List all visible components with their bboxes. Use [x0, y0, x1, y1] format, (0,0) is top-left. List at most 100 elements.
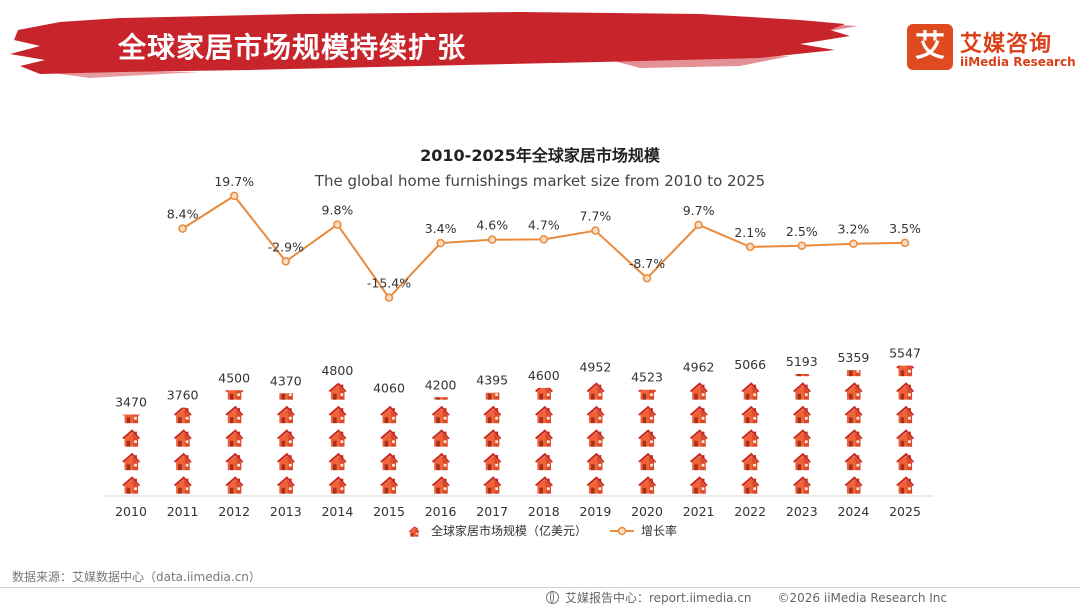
bar-house-2025 — [896, 405, 915, 424]
growth-label: -8.7% — [629, 256, 665, 271]
growth-label: 3.4% — [425, 221, 457, 236]
bar-value-label: 4395 — [476, 373, 508, 388]
growth-label: 2.5% — [786, 224, 818, 239]
bar-house-2015 — [380, 405, 399, 424]
growth-point — [333, 220, 342, 229]
bar-house-2023 — [792, 452, 811, 471]
bar-house-2025 — [896, 382, 915, 400]
bar-value-label: 4962 — [683, 359, 715, 374]
bar-2015 — [380, 405, 399, 494]
x-tick-label: 2022 — [734, 504, 766, 519]
bar-2024 — [844, 370, 863, 494]
bar-value-label: 4370 — [270, 373, 302, 388]
iimedia-logo: 艾 艾媒咨询 iiMedia Research — [907, 24, 1076, 74]
data-source: 数据来源：艾媒数据中心（data.iimedia.cn） — [12, 570, 261, 584]
bar-house-2011 — [173, 429, 192, 447]
growth-point — [797, 241, 807, 250]
x-tick-label: 2016 — [425, 504, 457, 519]
bar-2019 — [586, 382, 605, 494]
legend-label-market-size: 全球家居市场规模（亿美元） — [430, 524, 587, 538]
bar-house-2010 — [122, 452, 141, 471]
chart-subtitle: The global home furnishings market size … — [314, 172, 766, 190]
bar-house-2020 — [638, 429, 657, 447]
bar-house-2023 — [792, 429, 811, 447]
bar-house-2020 — [638, 405, 657, 424]
bar-house-2019 — [586, 382, 605, 400]
report-center-link[interactable]: 艾媒报告中心：report.iimedia.cn — [565, 591, 752, 605]
bar-2011 — [173, 407, 192, 494]
bar-house-2019 — [586, 429, 605, 447]
x-tick-label: 2024 — [837, 504, 869, 519]
bar-house-2014 — [328, 429, 347, 447]
bar-house-2016 — [431, 429, 450, 447]
growth-point — [384, 293, 394, 302]
legend-label-growth-rate: 增长率 — [641, 524, 678, 538]
growth-point — [436, 238, 445, 248]
growth-label: 4.6% — [476, 218, 508, 233]
globe-icon — [546, 591, 559, 604]
bar-house-2025 — [896, 452, 915, 471]
bar-house-2018 — [534, 452, 553, 471]
bar-house-2015 — [380, 476, 399, 494]
growth-label: 9.7% — [683, 203, 715, 218]
bar-value-label: 4523 — [631, 370, 663, 385]
bar-house-2012 — [225, 452, 244, 471]
bar-2016 — [431, 397, 450, 494]
bar-house-2018 — [534, 405, 553, 424]
growth-label: -15.4% — [367, 276, 411, 291]
growth-point — [487, 235, 497, 244]
bar-house-2020 — [638, 452, 657, 471]
bar-value-label: 3470 — [115, 394, 147, 409]
bar-house-2015 — [380, 452, 399, 471]
line-marker-icon — [610, 526, 634, 535]
bar-house-2017 — [483, 429, 502, 447]
bar-house-2020 — [638, 476, 657, 494]
bar-house-2013 — [276, 452, 295, 471]
bar-house-2021 — [689, 452, 708, 471]
bar-house-2018 — [534, 387, 553, 400]
bar-house-2012 — [225, 429, 244, 447]
growth-label: 4.7% — [528, 217, 560, 232]
growth-label: 7.7% — [580, 209, 612, 224]
x-tick-label: 2025 — [889, 504, 921, 519]
x-tick-label: 2014 — [321, 504, 353, 519]
bar-house-2025 — [896, 429, 915, 447]
chart-title: 2010-2025年全球家居市场规模 — [420, 146, 660, 165]
bar-house-2018 — [534, 476, 553, 494]
bar-house-2013 — [276, 476, 295, 494]
x-tick-label: 2017 — [476, 504, 508, 519]
bar-house-2017 — [483, 405, 502, 424]
bar-2017 — [483, 392, 502, 494]
bar-house-2018 — [534, 429, 553, 447]
growth-label: 3.2% — [838, 222, 870, 237]
bar-house-2011 — [173, 452, 192, 471]
bar-house-2019 — [586, 452, 605, 471]
growth-label: 9.8% — [322, 203, 354, 218]
bar-house-2013 — [276, 429, 295, 447]
bar-value-label: 4800 — [321, 363, 353, 378]
bar-2023 — [792, 373, 811, 494]
bar-house-2023 — [792, 476, 811, 494]
bar-house-2025 — [896, 476, 915, 494]
bar-house-2021 — [689, 429, 708, 447]
bar-value-label: 4060 — [373, 381, 405, 396]
bar-house-2025 — [896, 365, 915, 377]
copyright: ©2026 iiMedia Research Inc — [777, 590, 948, 605]
bar-2020 — [638, 389, 657, 494]
x-tick-label: 2012 — [218, 504, 250, 519]
bar-house-2022 — [741, 476, 760, 494]
bar-house-2022 — [741, 452, 760, 471]
growth-point — [178, 224, 187, 233]
growth-point — [591, 226, 600, 235]
x-tick-label: 2013 — [270, 504, 302, 519]
bar-house-2023 — [792, 382, 811, 400]
bar-house-2021 — [689, 476, 708, 494]
bar-house-2014 — [328, 476, 347, 494]
bar-2013 — [276, 393, 295, 494]
bar-house-2013 — [276, 405, 295, 424]
x-tick-label: 2018 — [528, 504, 560, 519]
bar-house-2016 — [431, 405, 450, 424]
growth-label: 3.5% — [889, 221, 921, 236]
footer: 艾媒报告中心：report.iimedia.cn ©2026 iiMedia R… — [546, 589, 947, 606]
